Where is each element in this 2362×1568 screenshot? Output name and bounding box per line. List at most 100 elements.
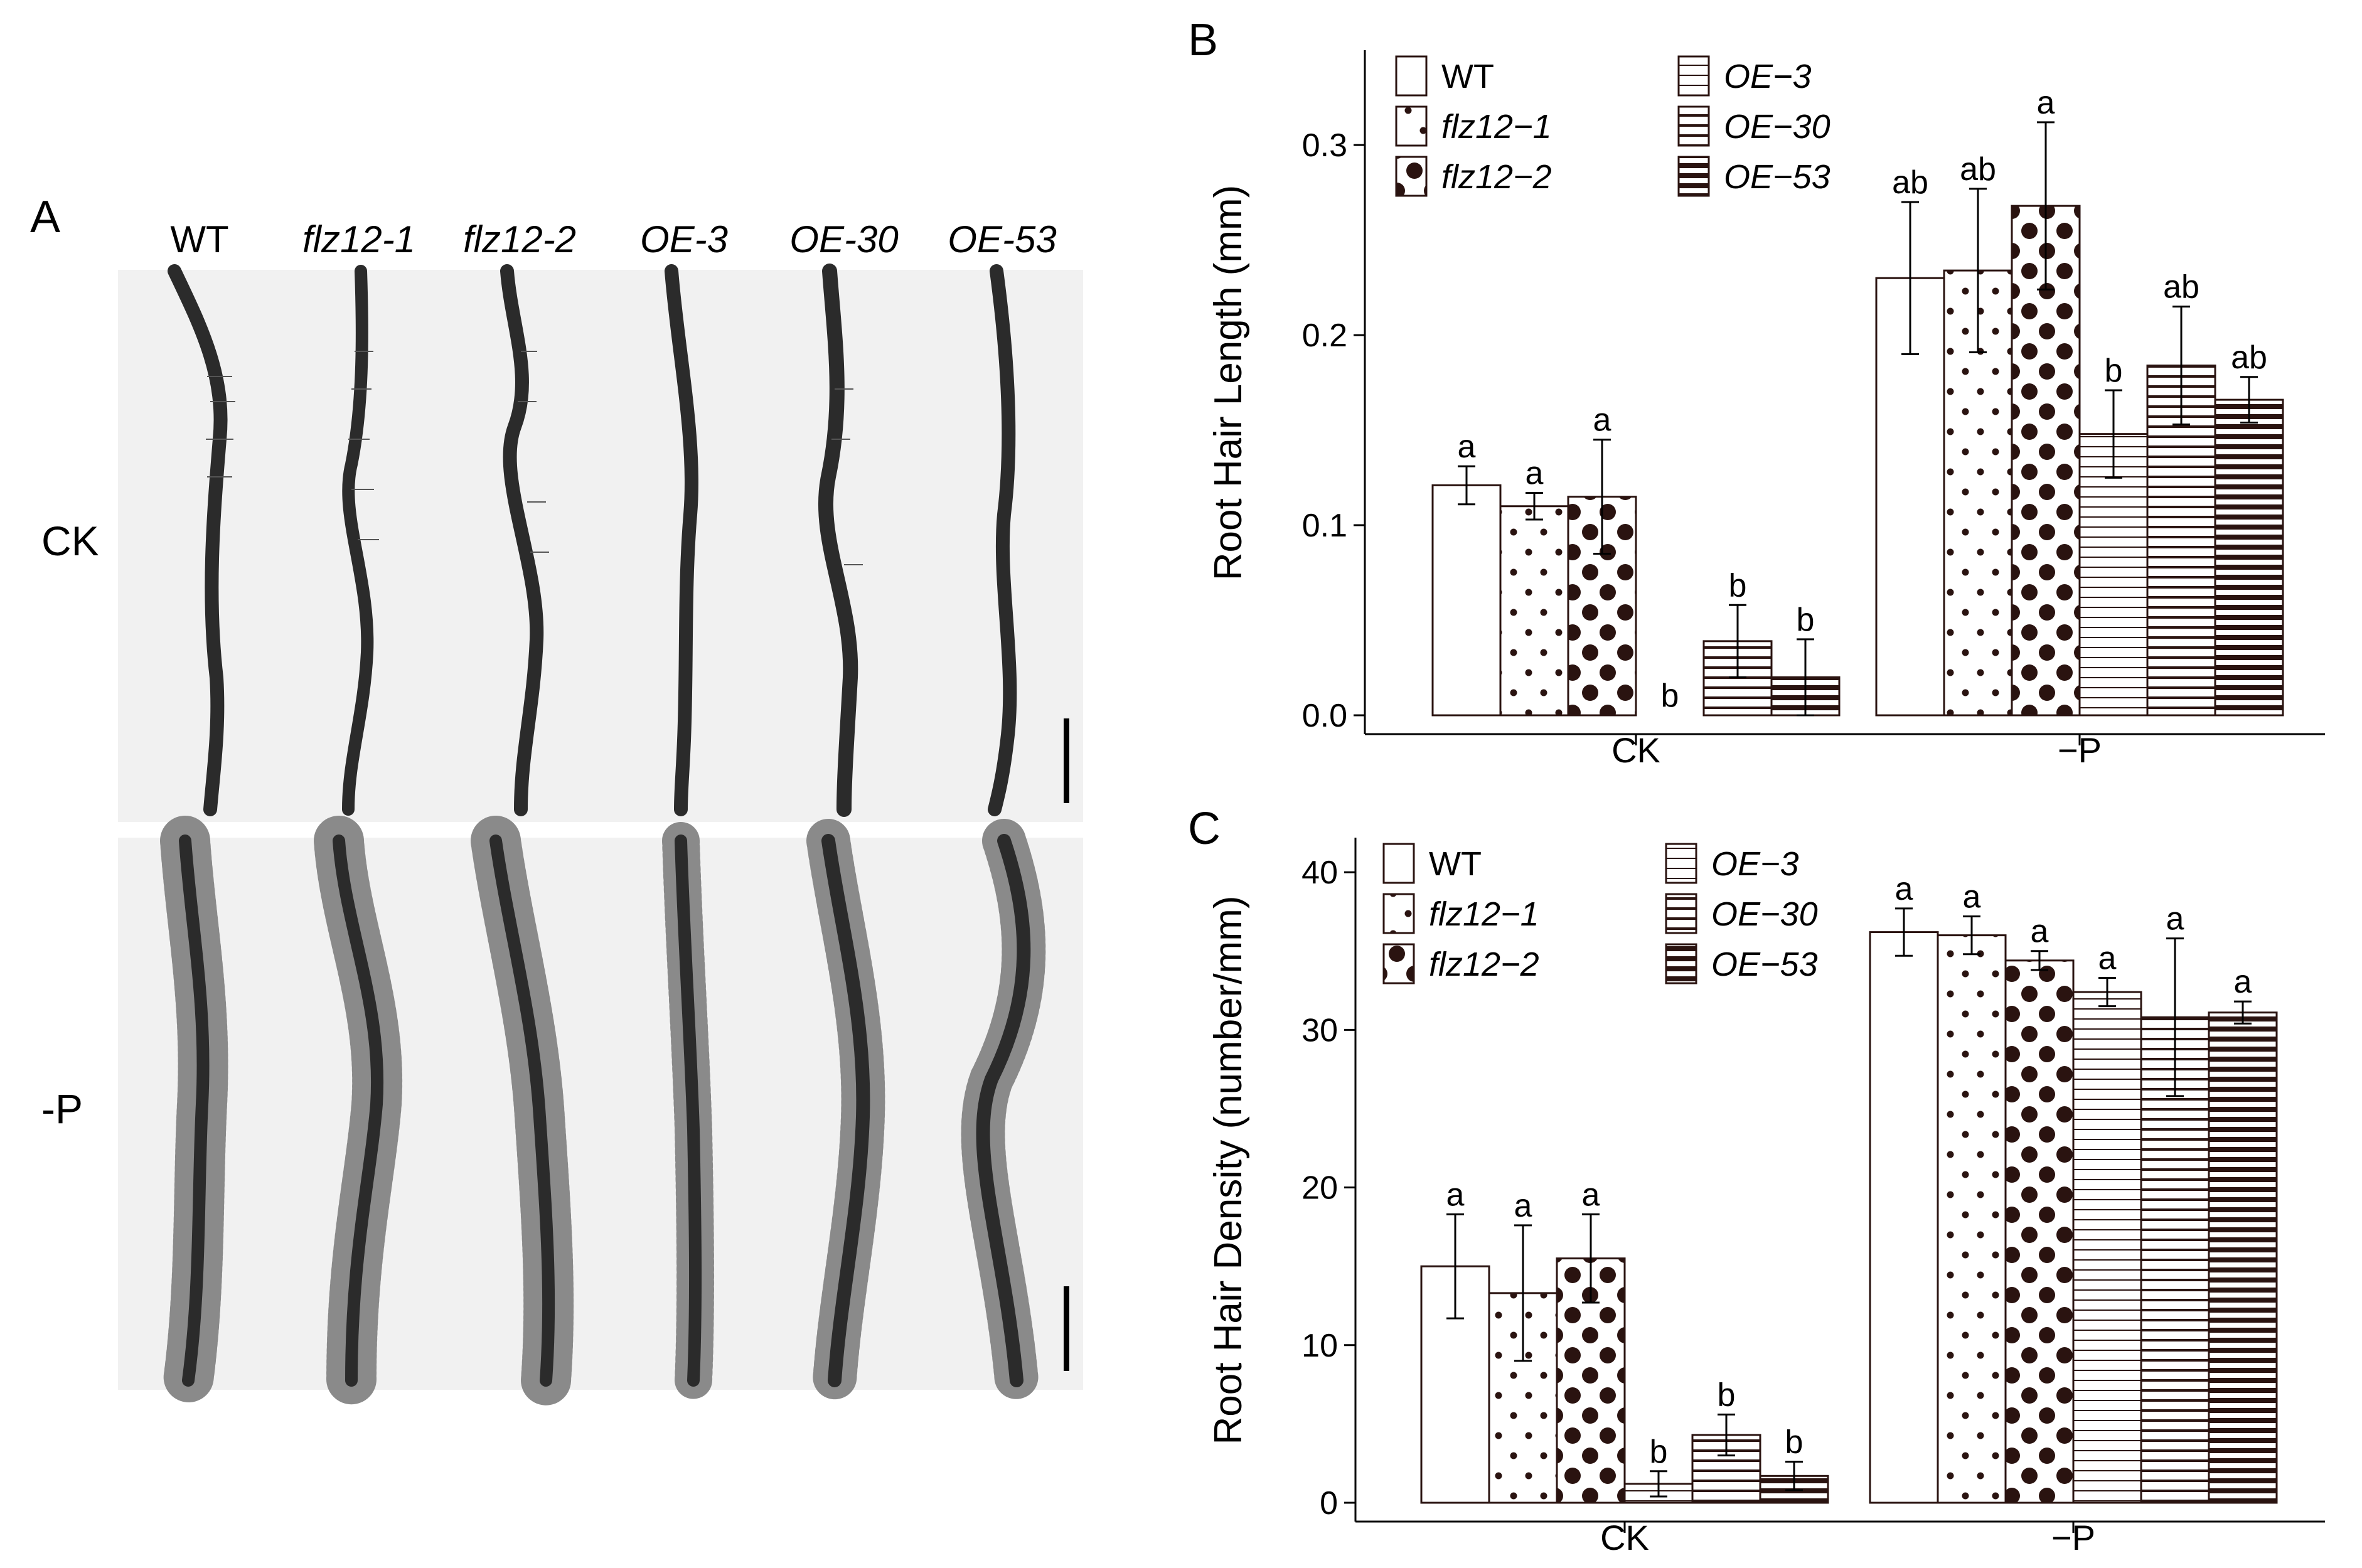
legend-label-flz12-1: flz12−1	[1441, 108, 1552, 146]
y-tick-label: 0.1	[1302, 508, 1347, 544]
legend-swatch-flz12-1	[1395, 105, 1428, 147]
significance-label-oe-3-ck: b	[1661, 678, 1679, 714]
significance-label-oe-53-ck: b	[1785, 1424, 1804, 1461]
panel-letter-b: B	[1188, 15, 1218, 65]
significance-label-oe-3-p: a	[2098, 940, 2117, 976]
y-tick-label: 0.0	[1302, 698, 1347, 734]
column-label-oe-3: OE-3	[640, 218, 728, 260]
root-hairs-ck	[206, 351, 863, 565]
root-ck-oe-30	[818, 264, 858, 817]
legend-swatch-oe-30	[1665, 893, 1697, 934]
bar-oe-3-p	[2072, 991, 2142, 1504]
root-p-oe-30	[821, 834, 870, 1387]
row-label-minus-p: -P	[41, 1085, 83, 1132]
bar-oe-53-p	[2214, 398, 2284, 717]
bar-wt-ck	[1431, 484, 1502, 717]
significance-label-flz12-2-p: a	[2037, 85, 2055, 121]
root-ck-oe-53	[988, 264, 1017, 816]
legend-label-flz12-2: flz12−2	[1441, 158, 1552, 196]
bar-flz12-2-p	[2004, 959, 2075, 1504]
panel-a-photographs: A WT flz12-1 flz12-2 OE-3 OE-30 OE-53 CK…	[30, 192, 1083, 1405]
significance-label-wt-ck: a	[1458, 429, 1476, 465]
photo-minus-p-background	[118, 838, 1083, 1390]
significance-label-oe-30-ck: b	[1718, 1377, 1736, 1413]
y-tick-label: 20	[1301, 1170, 1338, 1207]
significance-label-oe-30-p: ab	[2163, 269, 2199, 306]
photo-ck	[118, 264, 1083, 822]
legend-label-wt: WT	[1429, 845, 1482, 883]
root-p-flz12-1	[333, 835, 384, 1387]
column-label-wt: WT	[170, 218, 228, 260]
legend-label-oe-3: OE−3	[1724, 58, 1812, 95]
legend-label-flz12-2: flz12−2	[1429, 946, 1539, 983]
root-p-oe-53	[976, 834, 1031, 1387]
legend-swatch-wt	[1382, 843, 1415, 884]
bar-oe-53-p	[2208, 1011, 2278, 1504]
column-label-flz12-2: flz12-2	[463, 218, 576, 260]
root-p-flz12-2	[489, 835, 555, 1387]
category-label-ck: CK	[1611, 730, 1660, 770]
legend: WT flz12−1 flz12−2 OE−3 OE−30 OE−53	[1395, 55, 1830, 197]
significance-label-oe-53-p: a	[2234, 964, 2252, 1000]
bar-flz12-2-ck	[1567, 496, 1637, 717]
legend-swatch-oe-3	[1677, 55, 1710, 97]
significance-label-flz12-2-ck: a	[1582, 1176, 1600, 1213]
significance-label-flz12-1-p: a	[1963, 878, 1981, 915]
significance-label-oe-3-p: b	[2105, 353, 2123, 389]
legend-label-oe-30: OE−30	[1724, 108, 1830, 146]
row-label-ck: CK	[41, 518, 99, 564]
column-label-flz12-1: flz12-1	[302, 218, 415, 260]
significance-label-wt-p: ab	[1892, 164, 1928, 201]
panel-letter-c: C	[1188, 804, 1221, 854]
legend-swatch-flz12-2	[1382, 943, 1415, 984]
y-tick-label: 40	[1301, 855, 1338, 891]
legend-swatch-oe-53	[1677, 156, 1710, 197]
scale-bar-ck	[1064, 718, 1069, 803]
panel-letter-a: A	[30, 192, 60, 242]
bar-flz12-1-ck	[1499, 505, 1569, 717]
bar-oe-3-p	[2078, 433, 2149, 717]
legend: WT flz12−1 flz12−2 OE−3 OE−30 OE−53	[1382, 843, 1818, 984]
significance-label-flz12-1-ck: a	[1514, 1188, 1532, 1224]
significance-label-oe-30-p: a	[2166, 901, 2184, 937]
significance-label-flz12-1-ck: a	[1526, 456, 1544, 492]
root-ck-oe-3	[665, 264, 699, 816]
legend-swatch-oe-3	[1665, 843, 1697, 884]
root-p-oe-3	[675, 835, 702, 1387]
photo-minus-p	[118, 816, 1083, 1405]
y-tick-label: 0.2	[1302, 317, 1347, 354]
legend-label-oe-53: OE−53	[1724, 158, 1830, 196]
root-ck-flz12-2	[500, 264, 544, 816]
legend-label-oe-3: OE−3	[1711, 845, 1799, 883]
y-axis-title: Root Hair Length (mm)	[1207, 185, 1250, 581]
photo-ck-background	[118, 270, 1083, 822]
genotype-column-labels: WT flz12-1 flz12-2 OE-3 OE-30 OE-53	[170, 218, 1056, 260]
root-ck-wt	[168, 264, 228, 816]
bar-flz12-1-p	[1937, 934, 2007, 1504]
significance-label-wt-p: a	[1895, 871, 1913, 907]
legend-label-oe-53: OE−53	[1711, 946, 1818, 983]
significance-label-oe-53-p: ab	[2231, 339, 2267, 376]
legend-swatch-oe-53	[1665, 943, 1697, 984]
y-axis-title: Root Hair Density (number/mm)	[1207, 895, 1250, 1444]
legend-swatch-oe-30	[1677, 105, 1710, 147]
y-tick-label: 0	[1320, 1485, 1338, 1522]
legend-swatch-wt	[1395, 55, 1428, 97]
significance-label-flz12-2-ck: a	[1593, 402, 1611, 439]
root-p-wt	[179, 835, 210, 1387]
y-tick-label: 10	[1301, 1328, 1338, 1364]
significance-label-flz12-2-p: a	[2031, 914, 2049, 950]
legend-label-wt: WT	[1441, 58, 1494, 95]
y-tick-label: 0.3	[1302, 127, 1347, 164]
legend-label-oe-30: OE−30	[1711, 895, 1818, 933]
bar-oe-30-ck	[1702, 640, 1773, 717]
category-label-p: −P	[2058, 730, 2102, 770]
y-tick-label: 30	[1301, 1012, 1338, 1048]
significance-label-oe-30-ck: b	[1729, 567, 1747, 604]
legend-swatch-flz12-2	[1395, 156, 1428, 197]
significance-label-flz12-1-p: ab	[1960, 151, 1996, 188]
scale-bar-minus-p	[1064, 1286, 1069, 1371]
column-label-oe-53: OE-53	[948, 218, 1056, 260]
